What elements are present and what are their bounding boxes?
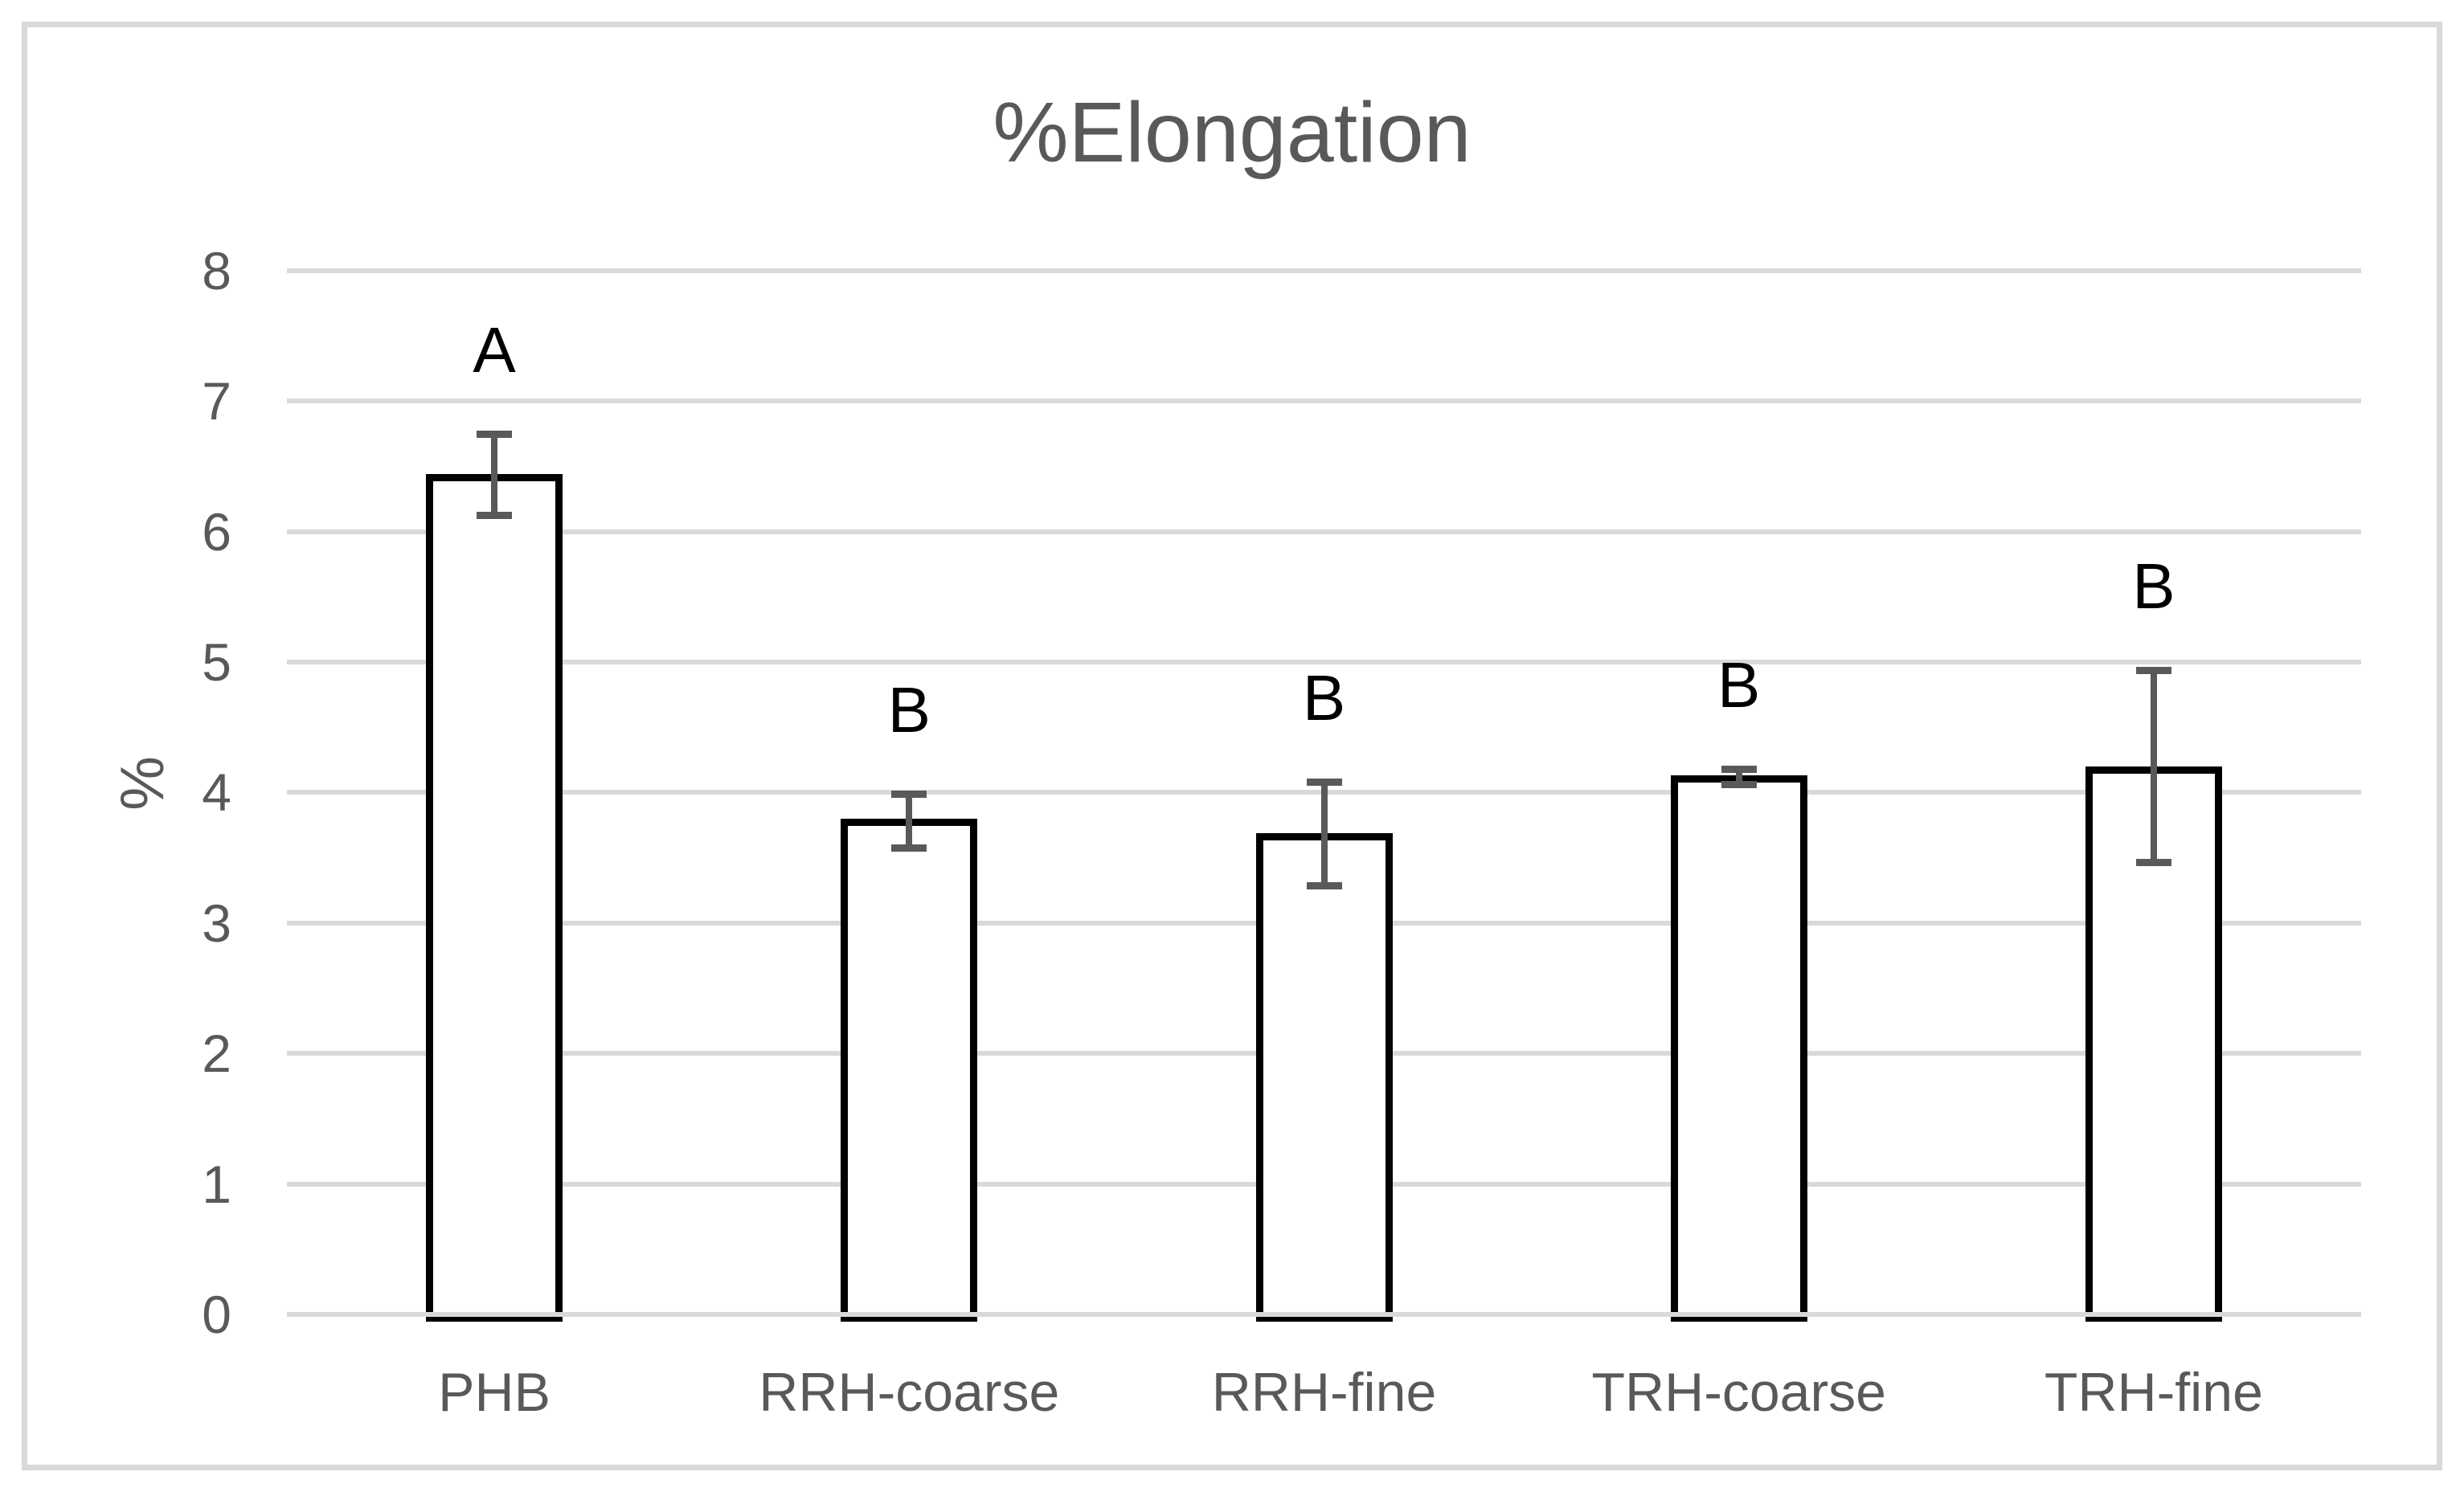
bar-rrh-fine [1255, 832, 1393, 1322]
significance-letter-phb: A [473, 313, 516, 386]
figure-border [22, 22, 2442, 1470]
y-tick-label: 4 [202, 762, 231, 823]
y-tick-label: 8 [202, 240, 231, 300]
bar-phb [426, 474, 563, 1322]
y-tick-label: 2 [202, 1024, 231, 1084]
error-bar-cap-top [2135, 666, 2171, 674]
error-bar-line [906, 794, 913, 849]
y-tick-label: 1 [202, 1154, 231, 1214]
error-bar-cap-top [1721, 766, 1757, 774]
gridline [287, 268, 2361, 273]
error-bar-line [1320, 782, 1328, 887]
gridline [287, 399, 2361, 404]
x-tick-label-trh-fine: TRH-fine [2044, 1362, 2263, 1423]
x-tick-label-rrh-coarse: RRH-coarse [759, 1362, 1060, 1423]
error-bar-line [1735, 769, 1742, 785]
chart-title: %Elongation [993, 85, 1471, 180]
error-bar-cap-bottom [891, 844, 927, 852]
error-bar-cap-bottom [1721, 780, 1757, 788]
error-bar-cap-top [891, 791, 927, 799]
significance-letter-rrh-fine: B [1302, 662, 1346, 734]
significance-letter-rrh-coarse: B [887, 674, 931, 746]
x-tick-label-trh-coarse: TRH-coarse [1591, 1362, 1886, 1423]
error-bar-cap-top [477, 430, 513, 438]
gridline [287, 660, 2361, 664]
bar-trh-coarse [1670, 775, 1807, 1322]
y-tick-label: 6 [202, 501, 231, 562]
error-bar-line [491, 433, 498, 517]
significance-letter-trh-fine: B [2132, 550, 2175, 622]
x-tick-label-rrh-fine: RRH-fine [1211, 1362, 1437, 1423]
error-bar-cap-bottom [477, 512, 513, 520]
error-bar-cap-top [1306, 779, 1342, 787]
y-tick-label: 7 [202, 371, 231, 431]
gridline [287, 529, 2361, 534]
y-tick-label: 5 [202, 632, 231, 692]
significance-letter-trh-coarse: B [1717, 649, 1761, 721]
y-tick-label: 0 [202, 1285, 231, 1344]
bar-rrh-coarse [841, 818, 978, 1322]
error-bar-line [2150, 669, 2157, 864]
error-bar-cap-bottom [1306, 882, 1342, 890]
error-bar-cap-bottom [2135, 859, 2171, 867]
x-axis-line [287, 1312, 2361, 1317]
y-tick-label: 3 [202, 893, 231, 953]
x-tick-label-phb: PHB [438, 1362, 551, 1423]
